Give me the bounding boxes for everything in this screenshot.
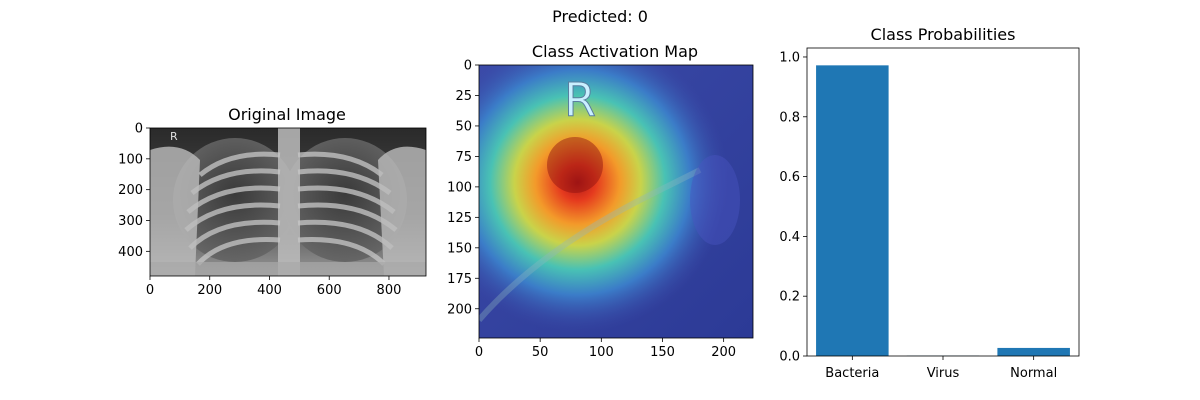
original-ytick-label: 100 [118, 152, 143, 167]
original-image-frame [149, 127, 427, 277]
cam-ticks: 0 50 100 150 200 0 25 50 75 100 125 150 175 200 [447, 59, 736, 361]
original-image-panel: Original Image R 0 200 400 600 800 0 100 200 300… [118, 105, 427, 299]
figure-suptitle: Predicted: 0 [552, 7, 648, 26]
original-ytick-label: 200 [118, 183, 143, 198]
cam-r-marker: R [564, 73, 596, 127]
chart-ytick-label: 0.6 [779, 170, 800, 185]
xray-image [150, 128, 426, 276]
cam-frame [478, 64, 754, 339]
bar-normal [997, 347, 1070, 356]
chart-ytick-label: 0.0 [779, 350, 800, 365]
original-xtick-label: 800 [377, 283, 402, 298]
cam-ytick-label: 75 [455, 150, 472, 165]
cam-xtick-label: 200 [711, 345, 736, 360]
chart-ytick-label: 0.2 [779, 290, 800, 305]
original-image-ticks: 0 200 400 600 800 0 100 200 300 400 [118, 122, 401, 299]
cam-title: Class Activation Map [532, 42, 698, 61]
cam-ytick-label: 50 [455, 119, 472, 134]
original-xtick-label: 200 [197, 283, 222, 298]
cam-xtick-label: 50 [532, 345, 549, 360]
probability-chart: Class Probabilities Bacteria Virus Normal 0… [779, 25, 1080, 381]
chart-xtick-label: Virus [927, 366, 960, 381]
original-ytick-label: 400 [118, 245, 143, 260]
original-xtick-label: 0 [146, 283, 154, 298]
original-image-title: Original Image [228, 105, 346, 124]
cam-xtick-label: 100 [589, 345, 614, 360]
cam-ytick-label: 175 [447, 272, 472, 287]
cam-ytick-label: 150 [447, 241, 472, 256]
cam-ytick-label: 200 [447, 302, 472, 317]
chart-ticks: Bacteria Virus Normal 0.0 0.2 0.4 0.6 0.8 1.0 [779, 50, 1057, 381]
bar-bacteria [816, 65, 889, 356]
original-image-r-marker: R [170, 130, 178, 143]
cam-ytick-label: 25 [455, 89, 472, 104]
chart-ytick-label: 0.4 [779, 230, 800, 245]
cam-xtick-label: 0 [475, 345, 483, 360]
bars [816, 65, 1070, 356]
chart-ytick-label: 0.8 [779, 110, 800, 125]
cam-ytick-label: 125 [447, 211, 472, 226]
chart-xtick-label: Normal [1010, 366, 1057, 381]
chart-xtick-label: Bacteria [825, 366, 879, 381]
chart-ytick-label: 1.0 [779, 50, 800, 65]
original-ytick-label: 300 [118, 214, 143, 229]
cam-xtick-label: 150 [650, 345, 675, 360]
cam-panel: Class Activation Map R 0 50 100 150 200 0 25 50… [447, 42, 754, 361]
cam-ytick-label: 0 [464, 59, 472, 74]
original-xtick-label: 400 [257, 283, 282, 298]
cam-ytick-label: 100 [447, 180, 472, 195]
original-xtick-label: 600 [317, 283, 342, 298]
original-ytick-label: 0 [135, 122, 143, 137]
cam-heatmap [479, 65, 753, 338]
chart-title: Class Probabilities [871, 25, 1016, 44]
